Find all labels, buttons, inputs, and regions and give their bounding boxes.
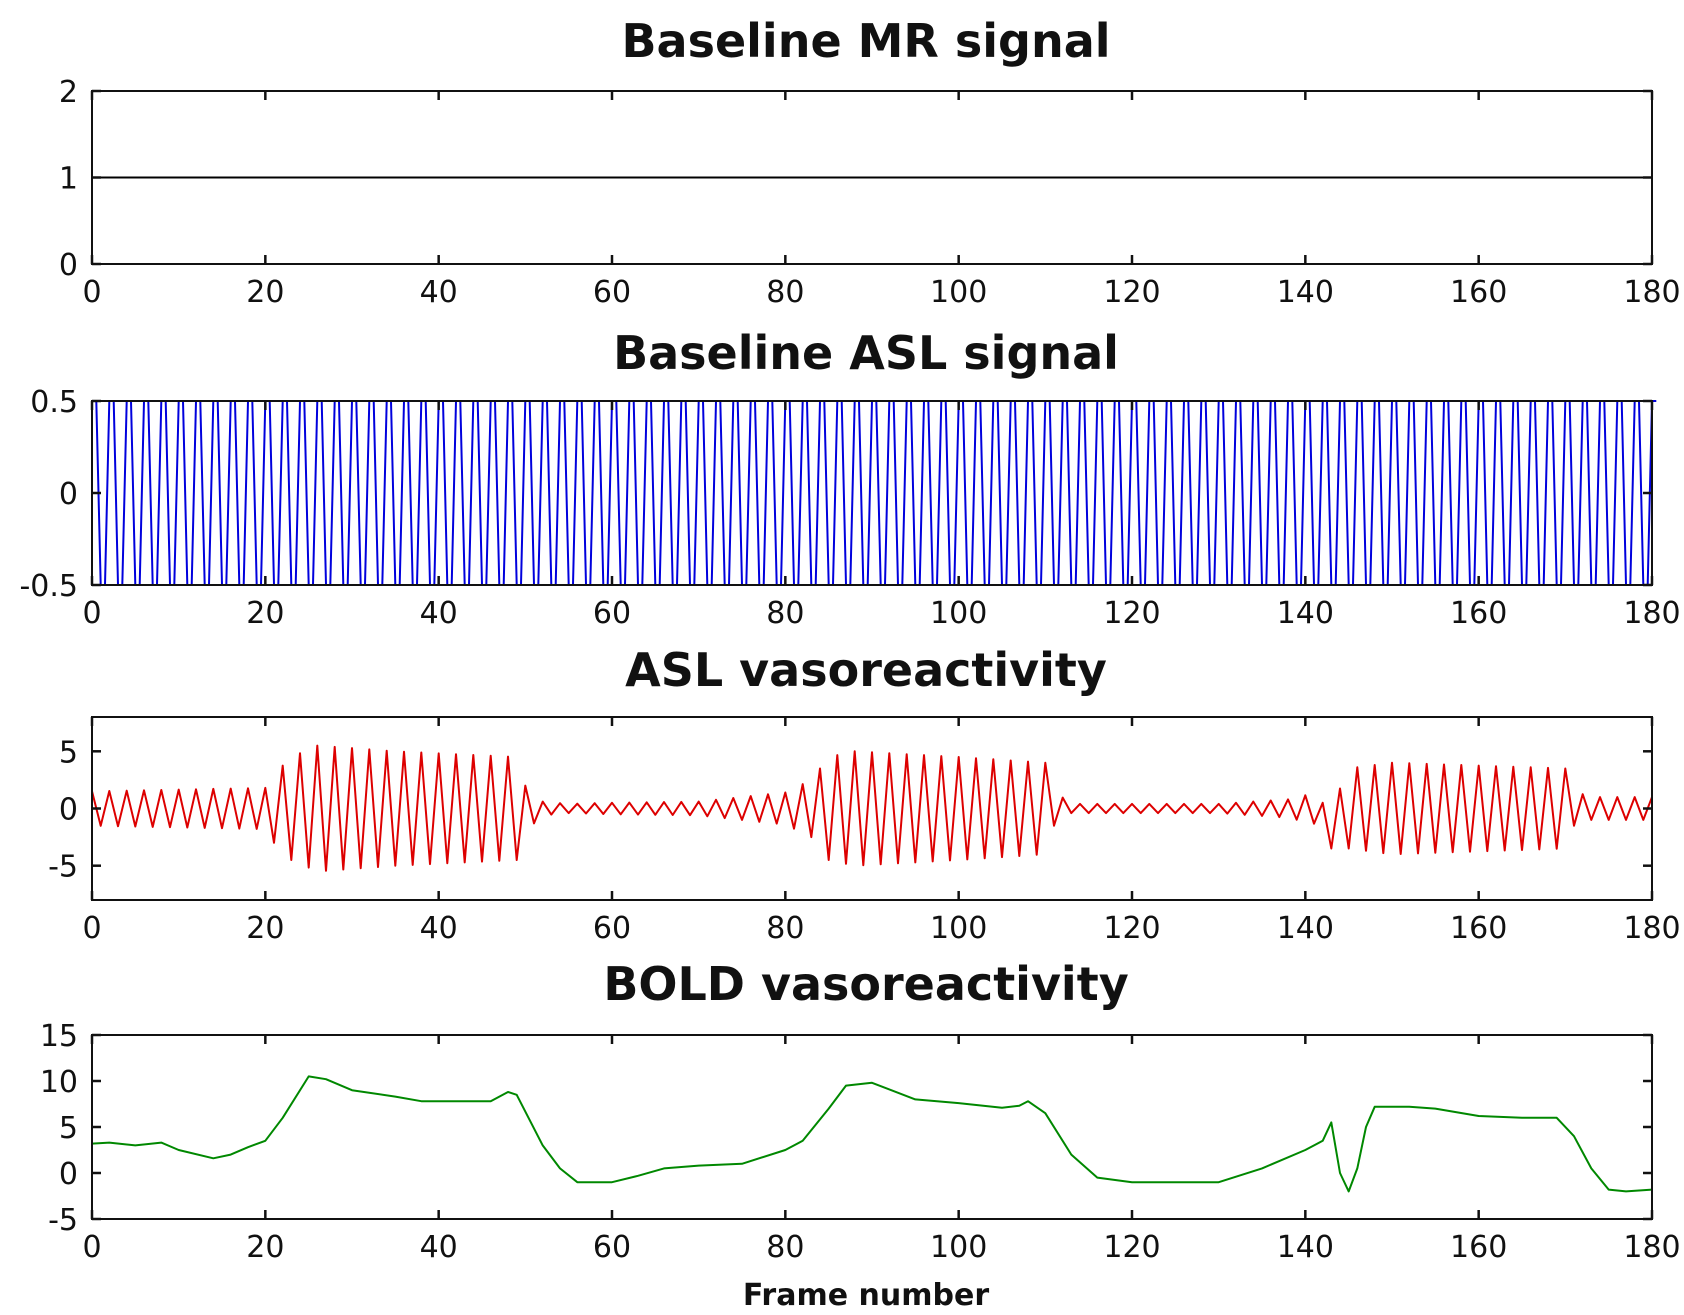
series-line — [91, 744, 1653, 872]
x-tick-label: 140 — [1277, 1230, 1334, 1265]
chart-title: BOLD vasoreactivity — [603, 957, 1128, 1011]
x-tick-label: 100 — [930, 911, 987, 946]
x-tick-label: 20 — [246, 1230, 284, 1265]
series-layer — [91, 744, 1653, 872]
x-tick-label: 0 — [82, 1230, 101, 1265]
y-tick-label: 0 — [59, 477, 78, 512]
x-tick-label: 100 — [930, 596, 987, 631]
panel-asl-vasoreactivity: ASL vasoreactivity 0 20 40 60 80 100 120 140 160… — [48, 643, 1681, 946]
x-tick-label: 40 — [420, 596, 458, 631]
panel-baseline-asl: Baseline ASL signal 0 20 40 60 80 100 120 140 16… — [19, 326, 1680, 631]
x-tick-label: 160 — [1450, 275, 1507, 310]
chart-title: Baseline MR signal — [621, 14, 1110, 68]
series-line — [91, 1075, 1653, 1193]
y-tick-label: 5 — [59, 1111, 78, 1146]
y-tick-label: -0.5 — [19, 569, 78, 604]
x-tick-label: 140 — [1277, 596, 1334, 631]
y-tick-label: 0 — [59, 1157, 78, 1192]
x-tick-label: 140 — [1277, 911, 1334, 946]
x-tick-label: 40 — [420, 275, 458, 310]
x-tick-label: 160 — [1450, 1230, 1507, 1265]
x-tick-label: 120 — [1103, 911, 1160, 946]
y-tick-label: 2 — [59, 75, 78, 110]
x-axis-label: Frame number — [743, 1278, 989, 1313]
ticks-layer: 0 20 40 60 80 100 120 140 160 180-505 — [48, 717, 1681, 946]
x-tick-label: 60 — [593, 911, 631, 946]
x-tick-label: 0 — [82, 596, 101, 631]
x-tick-label: 100 — [930, 1230, 987, 1265]
x-tick-label: 180 — [1623, 596, 1680, 631]
x-tick-label: 80 — [766, 596, 804, 631]
x-tick-label: 80 — [766, 1230, 804, 1265]
x-tick-label: 20 — [246, 596, 284, 631]
x-tick-label: 60 — [593, 1230, 631, 1265]
x-tick-label: 120 — [1103, 1230, 1160, 1265]
x-tick-label: 160 — [1450, 596, 1507, 631]
x-tick-label: 180 — [1623, 275, 1680, 310]
y-tick-label: -5 — [48, 850, 78, 885]
y-tick-label: 0 — [59, 248, 78, 283]
x-tick-label: 60 — [593, 596, 631, 631]
x-tick-label: 40 — [420, 911, 458, 946]
ticks-layer: 0 20 40 60 80 100 120 140 160 180 0 1 2 — [59, 75, 1681, 310]
x-tick-label: 180 — [1623, 1230, 1680, 1265]
x-tick-label: 160 — [1450, 911, 1507, 946]
y-tick-label: 15 — [40, 1019, 78, 1054]
x-tick-label: 20 — [246, 275, 284, 310]
x-tick-label: 40 — [420, 1230, 458, 1265]
x-tick-label: 80 — [766, 911, 804, 946]
panel-bold-vasoreactivity: BOLD vasoreactivity 0 20 40 60 80 100 120 140 16… — [40, 957, 1681, 1313]
x-tick-label: 120 — [1103, 596, 1160, 631]
x-tick-label: 80 — [766, 275, 804, 310]
x-tick-label: 20 — [246, 911, 284, 946]
series-layer — [91, 1075, 1653, 1193]
x-tick-label: 120 — [1103, 275, 1160, 310]
y-tick-label: -5 — [48, 1203, 78, 1238]
x-tick-label: 0 — [82, 911, 101, 946]
x-tick-label: 180 — [1623, 911, 1680, 946]
panel-baseline-mr: Baseline MR signal 0 20 40 60 80 100 120 140 160… — [59, 14, 1681, 310]
x-tick-label: 100 — [930, 275, 987, 310]
y-tick-label: 10 — [40, 1065, 78, 1100]
ticks-layer: 0 20 40 60 80 100 120 140 160 180-0.500.5 — [19, 385, 1680, 631]
y-tick-label: 5 — [59, 735, 78, 770]
x-tick-label: 140 — [1277, 275, 1334, 310]
chart-title: Baseline ASL signal — [613, 326, 1119, 380]
chart-title: ASL vasoreactivity — [625, 643, 1107, 697]
y-tick-label: 0.5 — [30, 385, 78, 420]
y-tick-label: 1 — [59, 162, 78, 197]
x-tick-label: 0 — [82, 275, 101, 310]
x-tick-label: 60 — [593, 275, 631, 310]
y-tick-label: 0 — [59, 793, 78, 828]
